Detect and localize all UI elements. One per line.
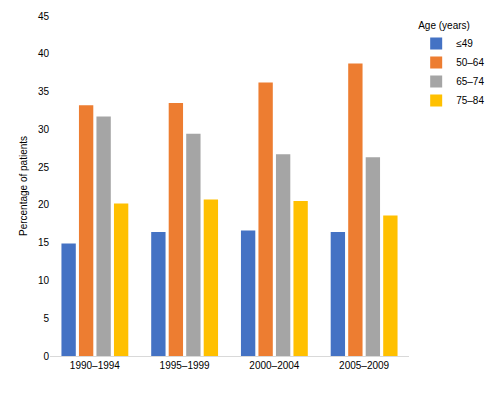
svg-text:Age (years): Age (years) <box>418 20 470 31</box>
svg-text:40: 40 <box>38 48 50 59</box>
svg-text:Percentage of patients: Percentage of patients <box>18 136 29 236</box>
svg-text:20: 20 <box>38 199 50 210</box>
svg-text:35: 35 <box>38 86 50 97</box>
svg-text:10: 10 <box>38 275 50 286</box>
svg-text:15: 15 <box>38 237 50 248</box>
svg-text:75–84: 75–84 <box>456 95 484 106</box>
svg-text:65–74: 65–74 <box>456 76 484 87</box>
svg-text:1995–1999: 1995–1999 <box>160 360 210 371</box>
svg-text:2005–2009: 2005–2009 <box>339 360 389 371</box>
svg-text:2000–2004: 2000–2004 <box>249 360 299 371</box>
svg-text:30: 30 <box>38 124 50 135</box>
svg-text:50–64: 50–64 <box>456 57 484 68</box>
svg-text:1990–1994: 1990–1994 <box>70 360 120 371</box>
svg-text:0: 0 <box>43 351 49 362</box>
svg-text:25: 25 <box>38 162 50 173</box>
svg-text:≤49: ≤49 <box>456 38 473 49</box>
svg-text:45: 45 <box>38 11 50 22</box>
svg-text:5: 5 <box>43 313 49 324</box>
